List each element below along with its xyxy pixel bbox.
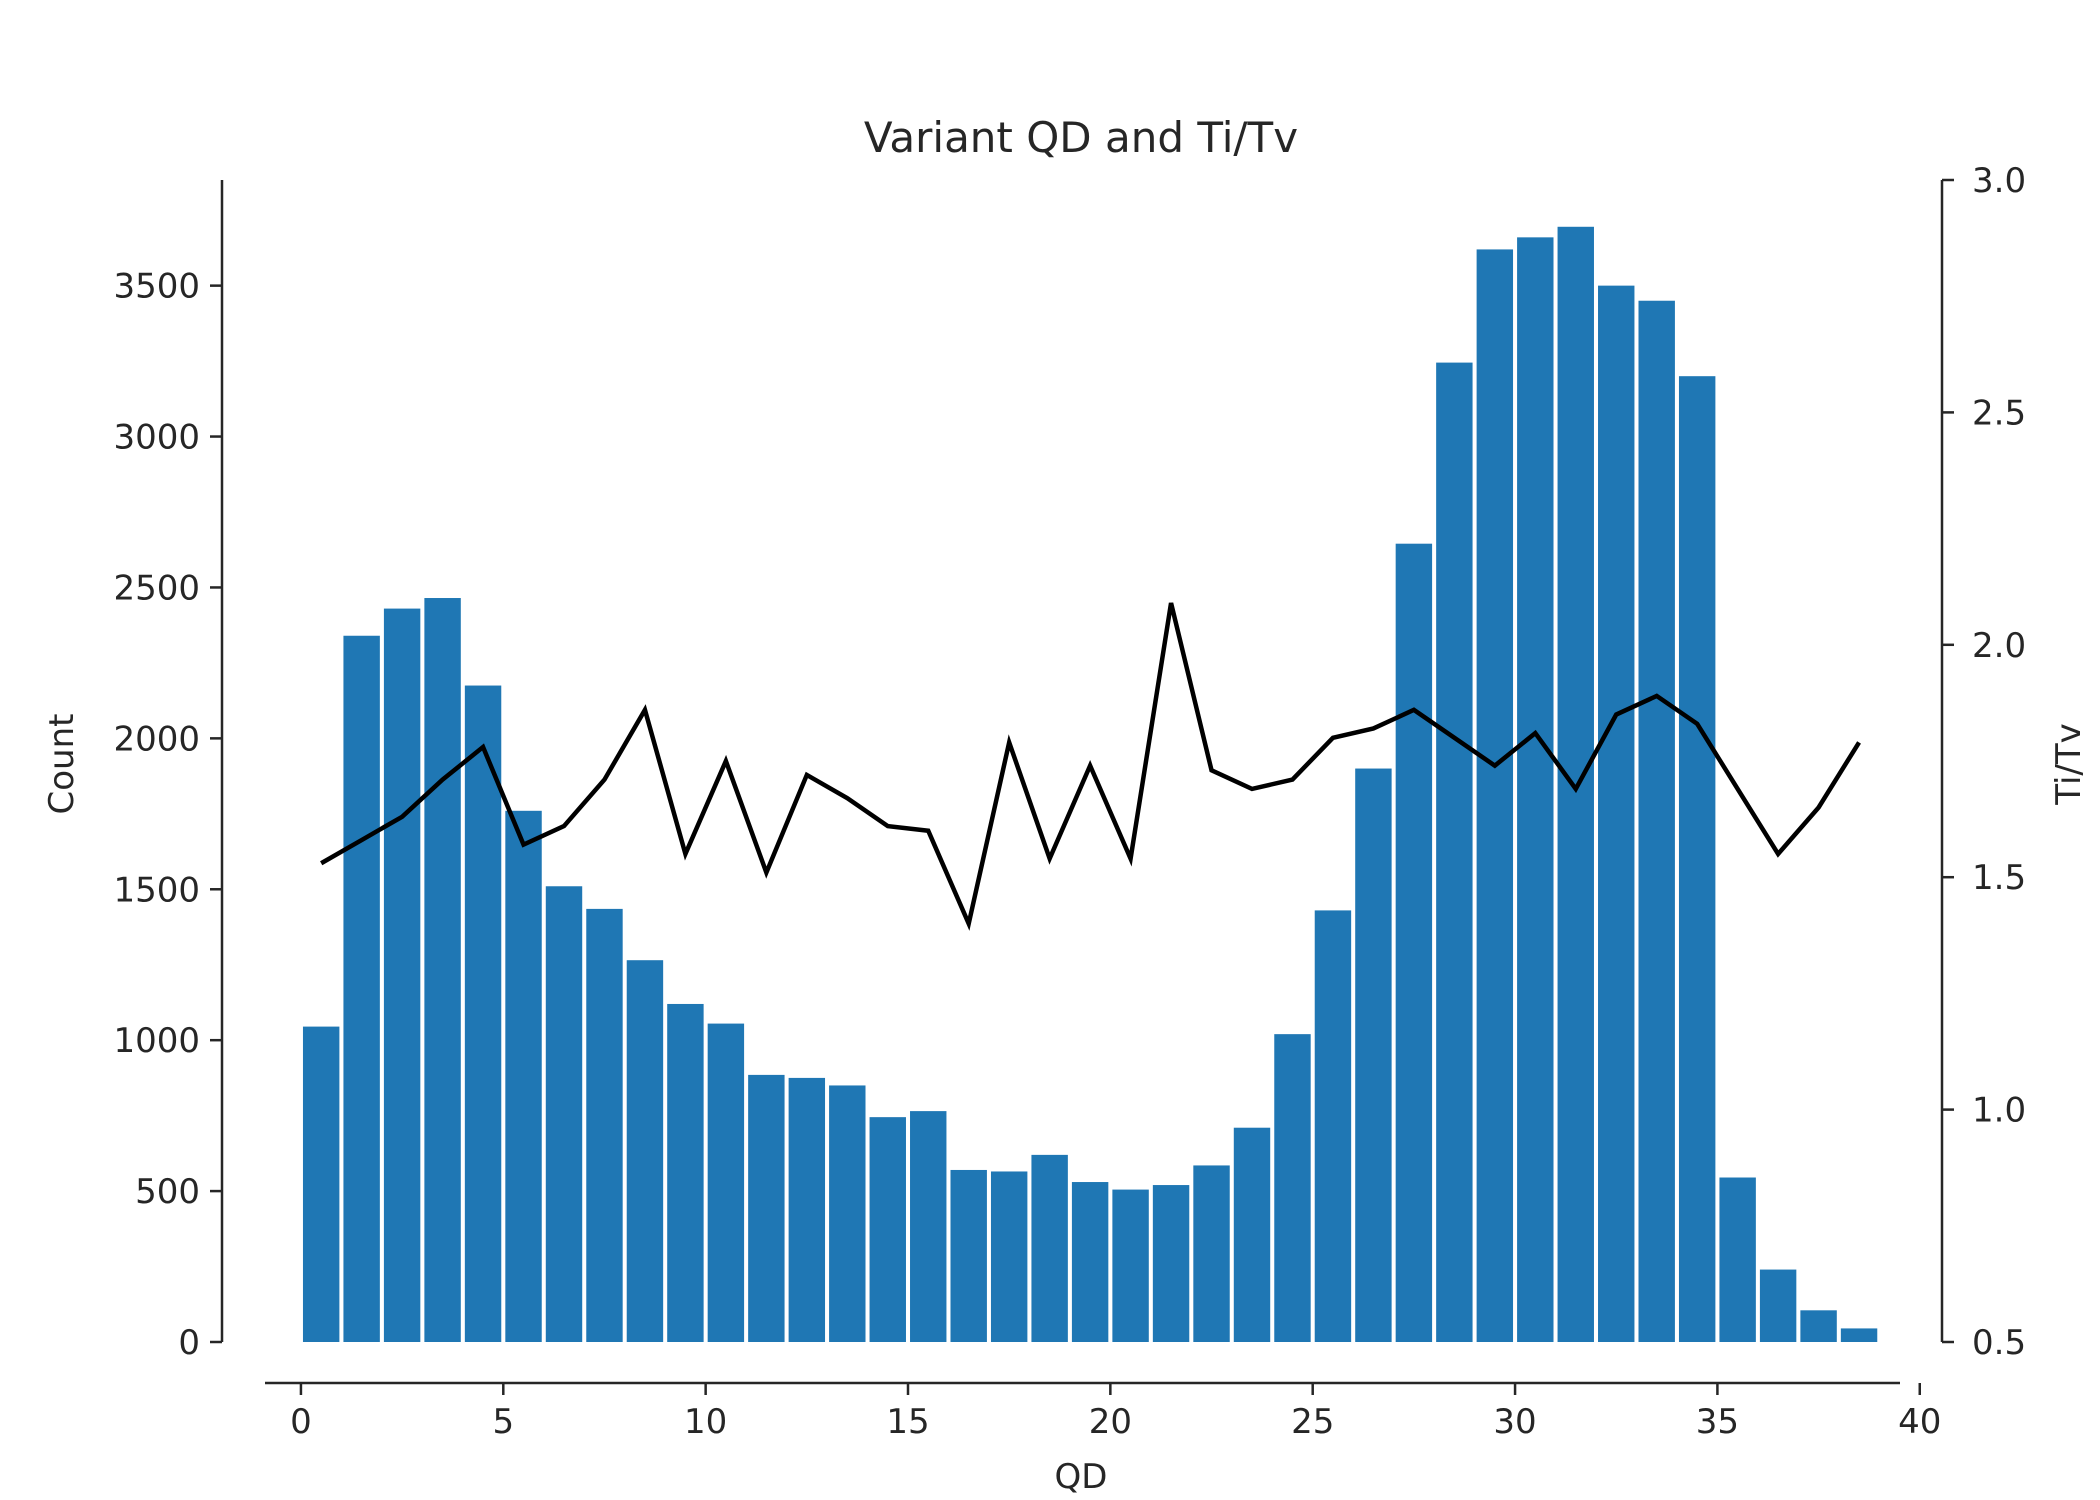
bar xyxy=(343,635,380,1342)
y-tick-label: 2500 xyxy=(113,568,200,608)
bar xyxy=(1800,1310,1837,1342)
axes: 0 500 1000 1500 2000 2500 3000 3500 0.5 1.0 1.5 2.0… xyxy=(113,161,2026,1442)
y-tick-label: 0 xyxy=(178,1323,200,1363)
bar xyxy=(707,1023,745,1342)
bar xyxy=(1274,1034,1311,1342)
chart-title: Variant QD and Ti/Tv xyxy=(864,113,1298,162)
bar-series xyxy=(302,226,1878,1343)
y2-tick-label: 2.5 xyxy=(1972,393,2026,433)
x-axis-label: QD xyxy=(1055,1457,1108,1497)
bar xyxy=(1233,1127,1271,1342)
bar xyxy=(1759,1269,1797,1342)
bar xyxy=(302,1026,340,1342)
bar xyxy=(1638,300,1675,1342)
bar xyxy=(1355,768,1392,1342)
bar xyxy=(1152,1185,1190,1342)
y-tick-label: 3500 xyxy=(113,267,200,307)
x-tick-label: 30 xyxy=(1493,1402,1536,1442)
titv-line xyxy=(320,602,1861,931)
y2-tick-label: 1.5 xyxy=(1972,858,2026,898)
x-tick-label: 20 xyxy=(1089,1402,1132,1442)
y2-axis-label: Ti/Tv xyxy=(2049,723,2089,806)
bar xyxy=(1678,376,1716,1342)
bar xyxy=(829,1085,866,1342)
x-tick-label: 15 xyxy=(886,1402,929,1442)
bar xyxy=(869,1117,906,1342)
y-tick-label: 3000 xyxy=(113,418,200,458)
y2-tick-label: 3.0 xyxy=(1972,161,2026,201)
y-tick-label: 2000 xyxy=(113,719,200,759)
bar xyxy=(545,886,583,1342)
titv-line-series xyxy=(320,602,1861,931)
bar xyxy=(748,1074,785,1342)
y-axis-label: Count xyxy=(42,714,82,815)
y2-tick-label: 0.5 xyxy=(1972,1323,2026,1363)
x-tick-label: 5 xyxy=(492,1402,514,1442)
bar xyxy=(1031,1154,1068,1342)
bar xyxy=(1071,1182,1109,1342)
bar xyxy=(505,810,542,1342)
bar xyxy=(910,1111,947,1342)
bar xyxy=(464,685,502,1342)
bar xyxy=(1719,1177,1756,1342)
x-tick-label: 25 xyxy=(1291,1402,1334,1442)
y-tick-label: 500 xyxy=(135,1172,200,1212)
bar xyxy=(1193,1165,1230,1342)
y2-tick-label: 1.0 xyxy=(1972,1091,2026,1131)
bar xyxy=(1314,910,1352,1342)
x-tick-label: 40 xyxy=(1898,1402,1941,1442)
bar xyxy=(788,1077,826,1342)
bar xyxy=(1436,362,1473,1343)
x-tick-label: 10 xyxy=(684,1402,727,1442)
bar xyxy=(424,598,461,1342)
bar xyxy=(990,1171,1028,1342)
bar xyxy=(1112,1189,1149,1342)
bar xyxy=(1598,285,1635,1342)
bar xyxy=(1840,1328,1878,1342)
bar xyxy=(586,908,623,1342)
y-tick-label: 1500 xyxy=(113,870,200,910)
bar xyxy=(667,1003,704,1342)
x-tick-label: 35 xyxy=(1696,1402,1739,1442)
y-tick-label: 1000 xyxy=(113,1021,200,1061)
y2-tick-label: 2.0 xyxy=(1972,626,2026,666)
bar xyxy=(1476,249,1514,1342)
bar xyxy=(1395,543,1433,1342)
bar xyxy=(950,1169,987,1342)
bar xyxy=(383,608,421,1342)
bar xyxy=(1517,237,1554,1342)
x-tick-label: 0 xyxy=(290,1402,312,1442)
bar xyxy=(626,960,664,1342)
